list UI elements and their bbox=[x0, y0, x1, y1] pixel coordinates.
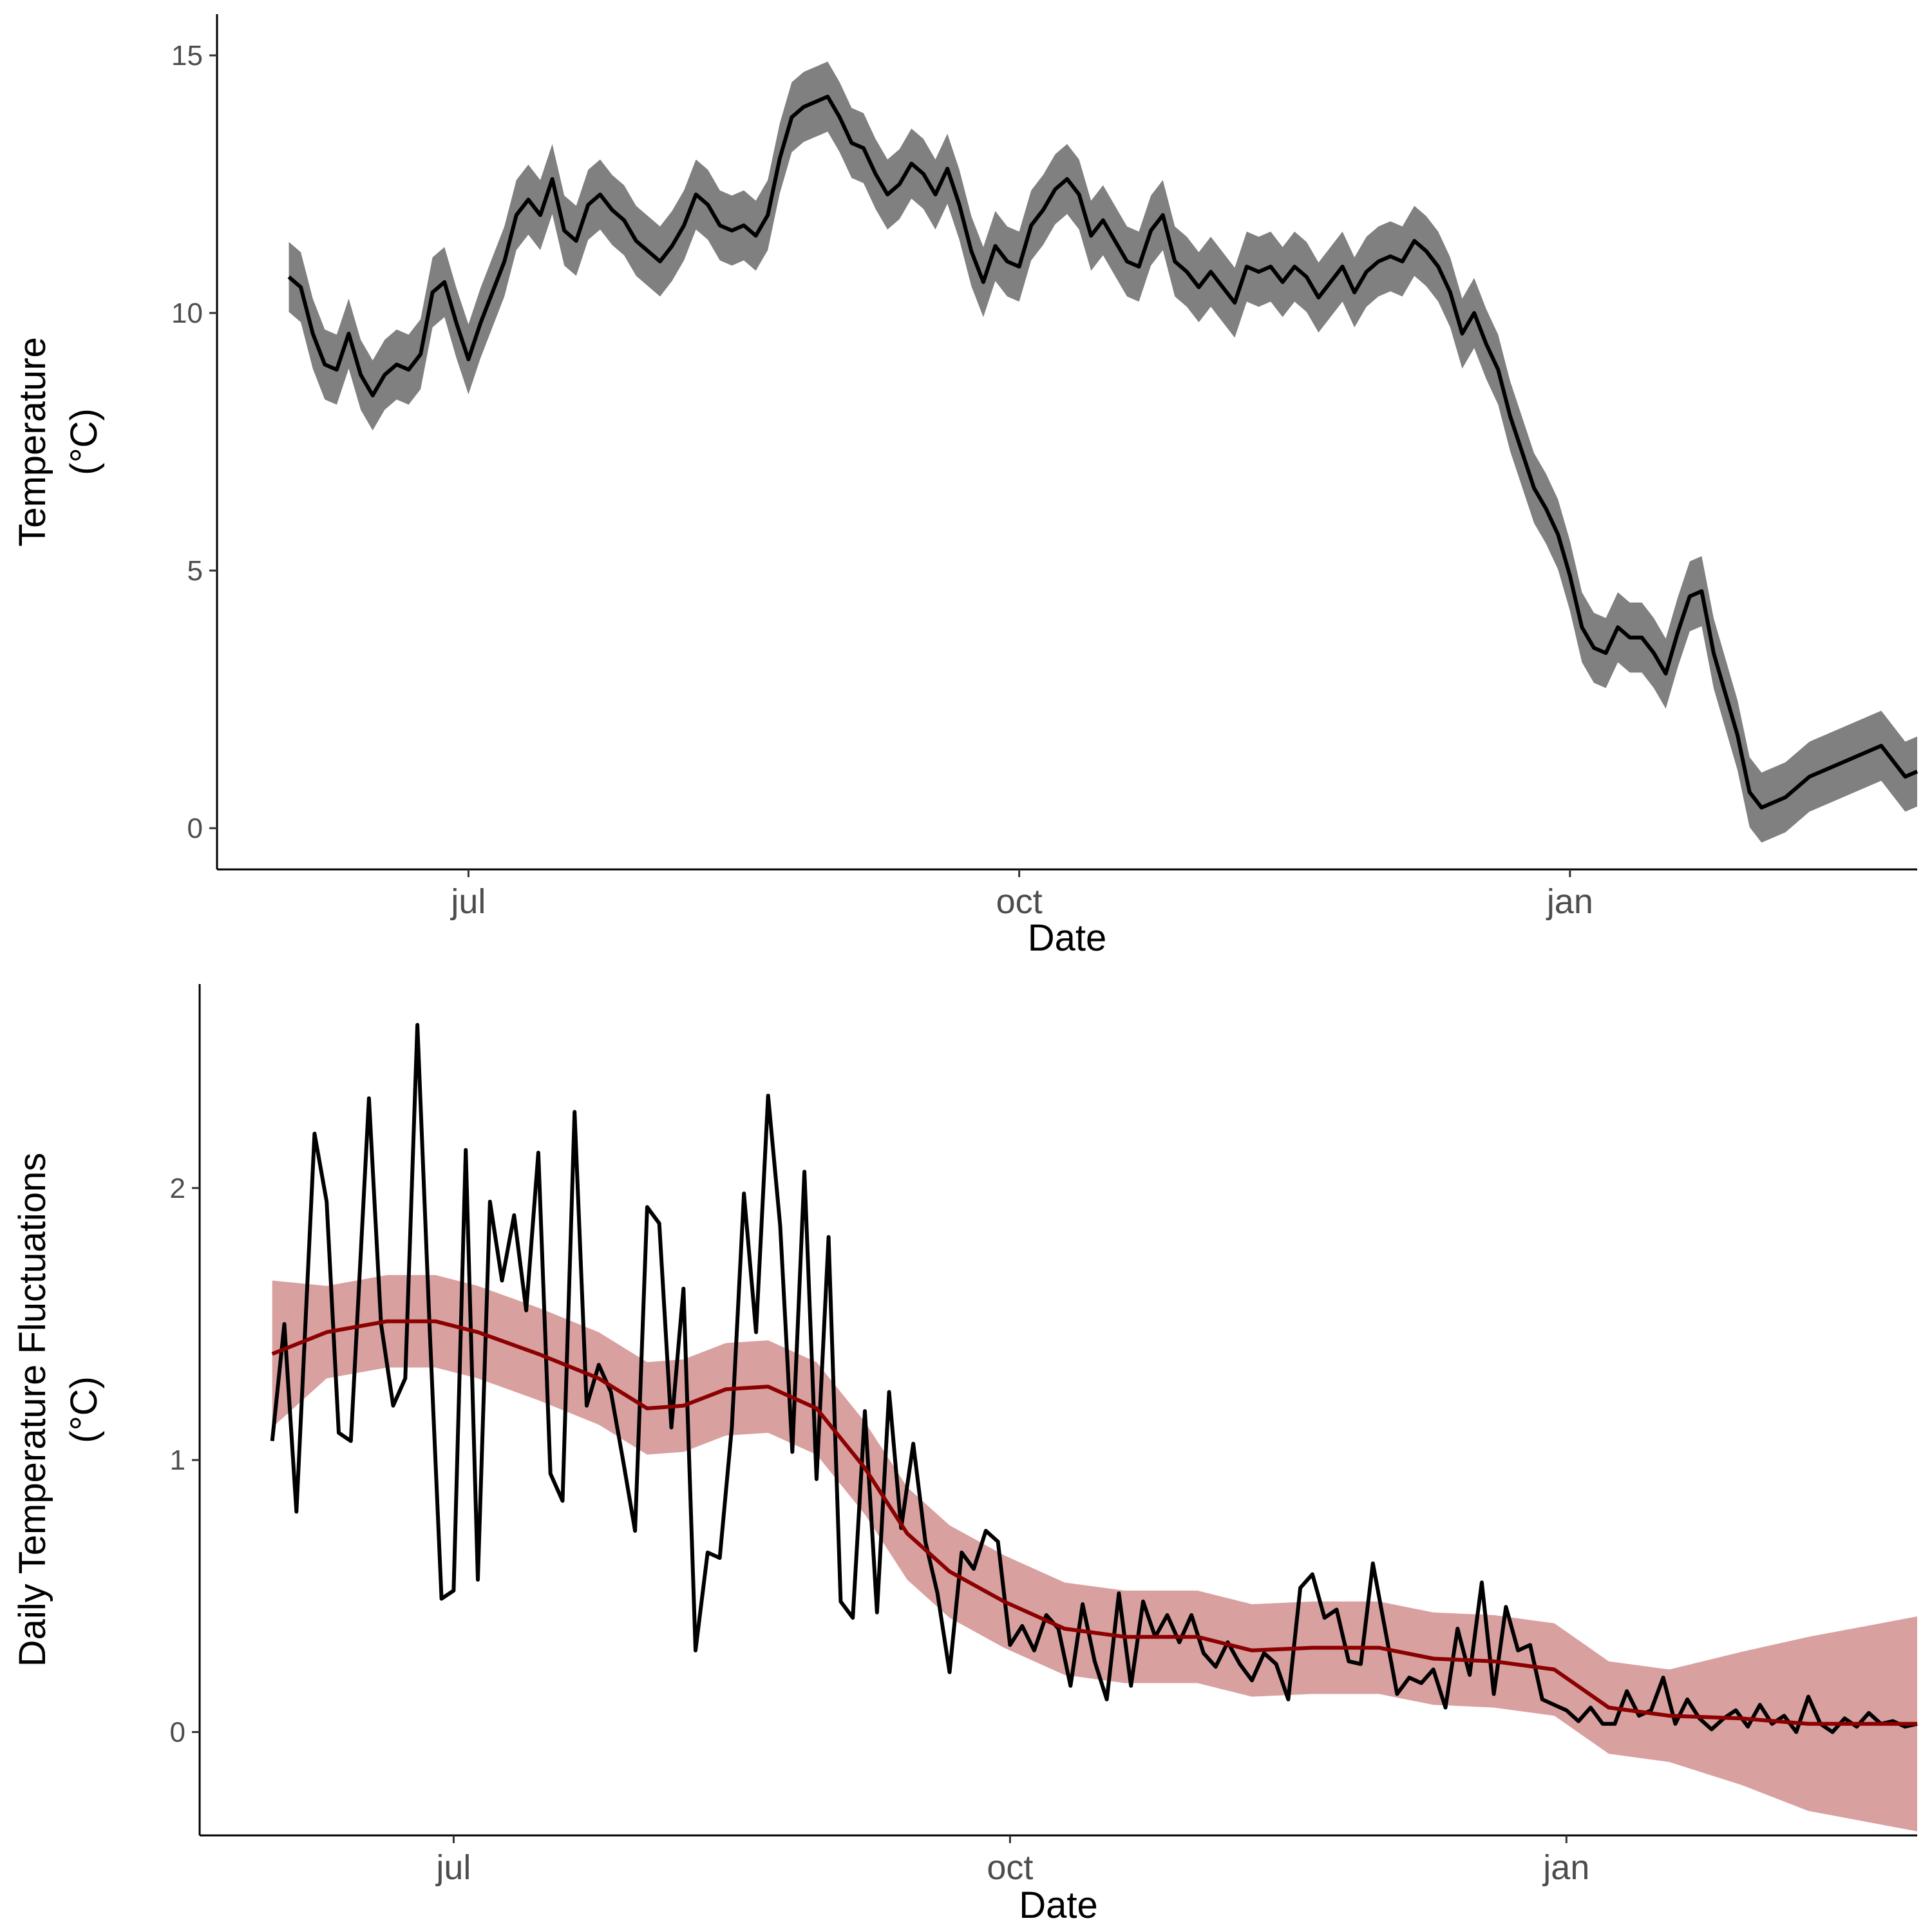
x-tick-label: jul bbox=[435, 1848, 471, 1887]
y-tick-label: 10 bbox=[171, 298, 203, 329]
y-tick-label: 0 bbox=[187, 813, 203, 844]
y-tick-label: 15 bbox=[171, 40, 203, 71]
series-line bbox=[287, 95, 1918, 810]
y-tick-label: 2 bbox=[170, 1173, 185, 1204]
y-tick-label: 5 bbox=[187, 555, 203, 587]
x-axis-title: Date bbox=[1019, 1884, 1098, 1926]
x-tick-label: jul bbox=[450, 882, 486, 921]
chart-panel-temp: 0 5 10 15 jul oct jan Date Temperature (°C) bbox=[12, 14, 1918, 959]
smooth-confidence-band bbox=[272, 1274, 1918, 1832]
x-axis-title: Date bbox=[1028, 917, 1107, 959]
confidence-band bbox=[289, 61, 1917, 843]
x-tick-label: jan bbox=[1546, 882, 1593, 921]
y-axis-title: Temperature bbox=[12, 337, 53, 547]
chart-panel-fluct: 0 1 2 jul oct jan Date Daily Temperature Fluctu… bbox=[12, 984, 1918, 1926]
smooth-trend-line bbox=[271, 1319, 1917, 1726]
y-axis-title: Daily Temperature Fluctuations bbox=[12, 1153, 53, 1667]
x-tick-label: jan bbox=[1542, 1848, 1589, 1887]
y-tick-label: 0 bbox=[170, 1717, 185, 1748]
x-tick-label: oct bbox=[996, 882, 1043, 921]
x-tick-label: oct bbox=[987, 1848, 1033, 1887]
y-tick-label: 1 bbox=[170, 1444, 185, 1476]
y-axis-unit: (°C) bbox=[63, 408, 105, 475]
y-axis-unit: (°C) bbox=[63, 1376, 105, 1443]
